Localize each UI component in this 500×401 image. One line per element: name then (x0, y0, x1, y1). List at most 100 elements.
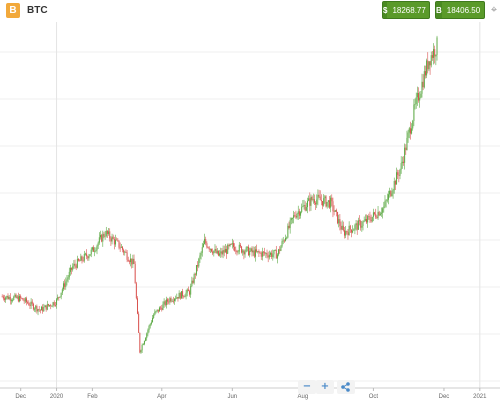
candle-down (79, 260, 81, 262)
candle-up (386, 199, 388, 201)
share-button[interactable] (337, 380, 355, 394)
candle-down (161, 307, 163, 310)
candle-down (160, 307, 162, 309)
candle-down (223, 250, 225, 253)
candle-up (406, 137, 408, 150)
candle-up (393, 181, 395, 191)
candle-down (235, 250, 237, 252)
candle-down (74, 263, 76, 266)
candle-down (15, 294, 17, 298)
candle-down (217, 250, 219, 256)
zoom-in-button[interactable]: + (316, 380, 334, 394)
buy-button[interactable]: B 18406.50 (435, 1, 485, 19)
candle-down (315, 202, 317, 205)
candle-up (102, 233, 104, 242)
candle-down (260, 252, 262, 257)
candle-up (261, 251, 263, 257)
candle-up (97, 242, 99, 246)
candle-down (126, 252, 128, 260)
zoom-out-button[interactable]: − (298, 380, 316, 394)
candle-down (263, 251, 265, 253)
candle-up (155, 310, 157, 312)
candle-up (312, 199, 314, 201)
candle-up (65, 281, 67, 287)
candle-up (5, 297, 7, 300)
candle-up (30, 301, 32, 306)
candle-down (45, 305, 47, 310)
candle-down (87, 256, 89, 259)
candle-down (23, 300, 25, 302)
x-tick-label: Apr (157, 394, 166, 400)
candle-up (387, 194, 389, 200)
candle-down (93, 247, 95, 252)
candle-up (214, 248, 216, 251)
candle-up (316, 199, 318, 205)
candle-down (187, 289, 189, 292)
candle-down (135, 283, 137, 299)
candle-down (183, 296, 185, 298)
candle-up (348, 225, 350, 236)
candle-up (281, 241, 283, 247)
candle-down (253, 250, 255, 257)
candle-up (8, 296, 10, 300)
candle-up (180, 291, 182, 299)
candle-up (296, 213, 298, 218)
candle-up (96, 245, 98, 251)
candle-up (24, 298, 26, 302)
candle-up (219, 253, 221, 256)
candle-up (246, 246, 248, 248)
candle-down (53, 302, 55, 306)
candle-up (175, 298, 177, 300)
candle-down (311, 196, 313, 200)
candle-down (304, 205, 306, 211)
crosshair-icon[interactable]: ⌖ (490, 3, 498, 16)
candle-up (274, 249, 276, 251)
candle-down (368, 216, 370, 217)
candle-down (394, 181, 396, 185)
candle-up (169, 298, 171, 303)
candle-up (37, 309, 39, 312)
candle-up (61, 289, 63, 293)
candle-down (349, 225, 351, 230)
candle-up (290, 218, 292, 221)
candle-down (342, 225, 344, 231)
x-tick-label: Oct (369, 394, 379, 400)
candle-up (13, 296, 15, 300)
candle-down (21, 298, 23, 299)
candle-up (404, 147, 406, 163)
candle-down (295, 215, 297, 218)
candle-up (330, 197, 332, 208)
candle-up (68, 271, 70, 278)
candle-up (401, 161, 403, 164)
candle-down (211, 248, 213, 252)
candle-down (86, 253, 88, 257)
candle-up (216, 250, 218, 254)
candle-up (252, 250, 254, 253)
candle-up (80, 256, 82, 261)
price-chart[interactable]: Dec 2020 Feb Apr Jun Aug Oct Dec 2021 − + (0, 22, 500, 401)
candle-down (117, 239, 119, 241)
candle-down (123, 249, 125, 253)
candle-up (99, 235, 101, 238)
sell-button[interactable]: $ 18268.77 (382, 1, 430, 19)
candle-down (337, 211, 339, 224)
candle-up (396, 172, 398, 185)
candle-down (38, 309, 40, 311)
candle-down (376, 217, 378, 219)
candle-down (405, 147, 407, 150)
candle-down (258, 251, 260, 253)
candle-down (325, 196, 327, 207)
candle-up (362, 221, 364, 226)
candle-up (278, 249, 280, 255)
candle-up (357, 220, 359, 230)
candle-down (78, 258, 80, 261)
candle-down (205, 239, 207, 244)
candle-up (317, 194, 319, 200)
candle-up (12, 299, 14, 301)
candle-up (152, 318, 154, 323)
candle-up (276, 254, 278, 259)
candle-up (62, 283, 64, 290)
candle-down (192, 280, 194, 283)
candle-up (10, 300, 12, 302)
candle-up (302, 205, 304, 207)
